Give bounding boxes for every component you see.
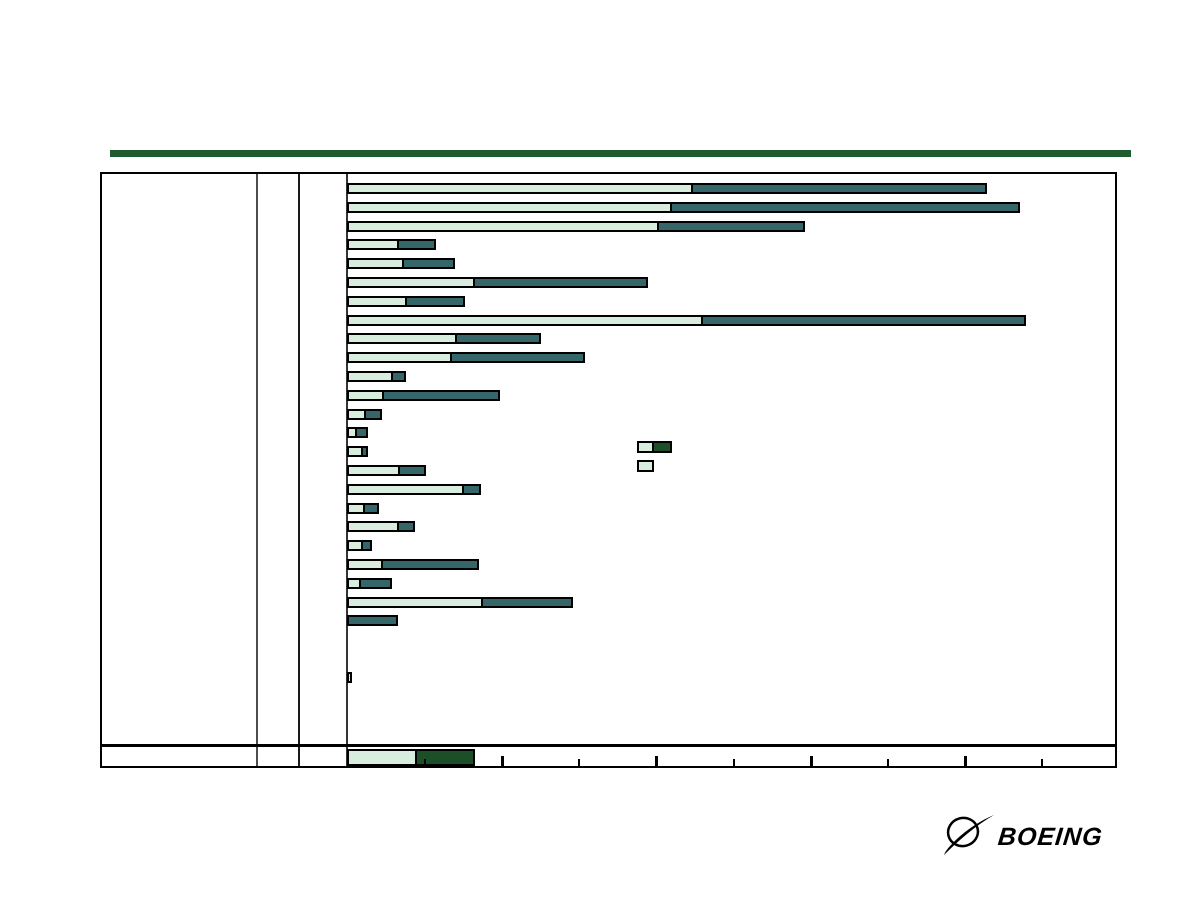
- bar-row-26: [347, 672, 352, 683]
- bar-segment-light: [347, 333, 457, 344]
- bar-row-0: [347, 183, 987, 194]
- title-rule: [110, 150, 1131, 157]
- bar-segment-teal: [364, 409, 382, 420]
- legend-entry-stacked: [637, 441, 672, 453]
- summary-row-divider: [102, 744, 1115, 747]
- summary-segment-light: [347, 749, 417, 766]
- bar-row-1: [347, 202, 1020, 213]
- bar-row-15: [347, 465, 426, 476]
- boeing-swoosh-icon: [942, 812, 996, 863]
- bar-row-20: [347, 559, 479, 570]
- bar-segment-teal: [405, 296, 465, 307]
- x-axis-tick-2: [501, 756, 504, 766]
- bar-segment-teal: [701, 315, 1026, 326]
- bar-segment-light: [347, 221, 659, 232]
- bar-segment-teal: [347, 615, 398, 626]
- x-axis-tick-5: [733, 759, 735, 766]
- bar-segment-teal: [455, 333, 541, 344]
- summary-segment-dark: [415, 749, 475, 766]
- bar-segment-teal: [381, 559, 479, 570]
- bar-segment-light: [347, 258, 404, 269]
- bar-segment-teal: [397, 521, 415, 532]
- bar-segment-light: [347, 484, 464, 495]
- bar-segment-light: [347, 371, 393, 382]
- bar-row-19: [347, 540, 372, 551]
- bar-row-3: [347, 239, 436, 250]
- bar-row-21: [347, 578, 392, 589]
- bar-segment-teal: [382, 390, 500, 401]
- x-axis-tick-9: [1041, 759, 1043, 766]
- bar-row-10: [347, 371, 406, 382]
- bar-segment-teal: [450, 352, 585, 363]
- bar-segment-teal: [355, 427, 368, 438]
- bar-segment-light: [347, 672, 352, 683]
- legend-entry-light-only: [637, 460, 672, 472]
- bar-row-4: [347, 258, 455, 269]
- bar-segment-light: [347, 390, 384, 401]
- bar-row-6: [347, 296, 465, 307]
- gantt-table: [100, 172, 1117, 768]
- bar-segment-teal: [481, 597, 573, 608]
- bar-segment-teal: [398, 465, 426, 476]
- bar-segment-teal: [363, 503, 379, 514]
- bar-segment-teal: [657, 221, 805, 232]
- bar-row-12: [347, 409, 382, 420]
- bar-segment-teal: [691, 183, 987, 194]
- legend-swatch-segment_light: [637, 460, 654, 472]
- column-divider-2: [298, 174, 300, 766]
- bar-row-23: [347, 615, 398, 626]
- bar-row-16: [347, 484, 481, 495]
- bar-segment-light: [347, 183, 693, 194]
- bar-segment-teal: [462, 484, 481, 495]
- bar-segment-teal: [359, 578, 392, 589]
- bar-segment-teal: [397, 239, 436, 250]
- bar-segment-light: [347, 277, 475, 288]
- bar-segment-teal: [402, 258, 455, 269]
- bar-segment-light: [347, 315, 703, 326]
- boeing-logo: BOEING: [942, 812, 1105, 863]
- x-axis-tick-3: [578, 759, 580, 766]
- bar-segment-teal: [361, 446, 368, 457]
- bar-segment-teal: [361, 540, 372, 551]
- bar-row-2: [347, 221, 805, 232]
- bar-row-13: [347, 427, 368, 438]
- bar-segment-teal: [670, 202, 1020, 213]
- bar-segment-light: [347, 465, 400, 476]
- bar-segment-light: [347, 597, 483, 608]
- boeing-logo-text: BOEING: [996, 823, 1105, 851]
- bar-row-22: [347, 597, 573, 608]
- bar-segment-teal: [473, 277, 648, 288]
- bar-segment-light: [347, 352, 452, 363]
- bar-row-7: [347, 315, 1026, 326]
- bar-segment-light: [347, 296, 407, 307]
- bar-segment-light: [347, 559, 383, 570]
- legend-swatch-segment_dark_green: [652, 441, 672, 453]
- bar-segment-teal: [391, 371, 406, 382]
- bar-row-11: [347, 390, 500, 401]
- x-axis-tick-6: [810, 756, 813, 766]
- chart-legend: [637, 441, 672, 479]
- x-axis-tick-7: [887, 759, 889, 766]
- bar-row-18: [347, 521, 415, 532]
- bar-row-9: [347, 352, 585, 363]
- bar-segment-light: [347, 239, 399, 250]
- x-axis-tick-4: [655, 756, 658, 766]
- x-axis-tick-8: [964, 756, 967, 766]
- summary-bar-row: [347, 749, 475, 766]
- column-divider-1: [256, 174, 258, 766]
- bar-row-14: [347, 446, 368, 457]
- bar-segment-light: [347, 202, 672, 213]
- bar-row-5: [347, 277, 648, 288]
- bar-row-8: [347, 333, 541, 344]
- x-axis-tick-1: [424, 759, 426, 766]
- bar-row-17: [347, 503, 379, 514]
- bar-segment-light: [347, 521, 399, 532]
